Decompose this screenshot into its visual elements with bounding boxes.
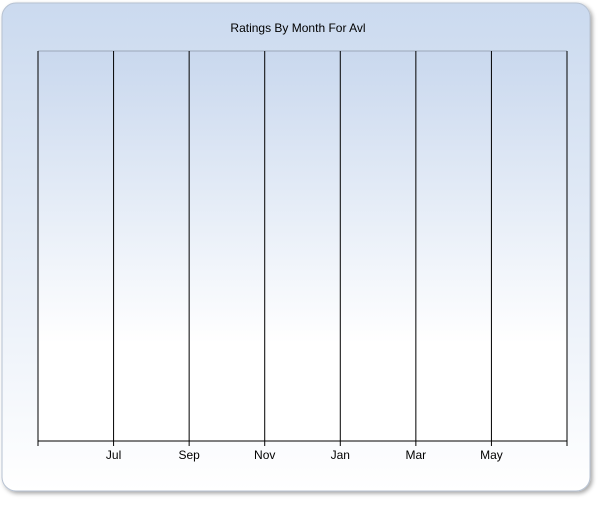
- x-tick-label: Jul: [106, 448, 121, 462]
- x-tick-label: Jan: [331, 448, 350, 462]
- plot-area: [38, 51, 567, 441]
- x-tick-label: Nov: [254, 448, 275, 462]
- x-tick-label: Sep: [178, 448, 200, 462]
- chart-title: Ratings By Month For Avl: [230, 21, 365, 35]
- x-tick-label: Mar: [406, 448, 427, 462]
- x-tick-label: May: [480, 448, 503, 462]
